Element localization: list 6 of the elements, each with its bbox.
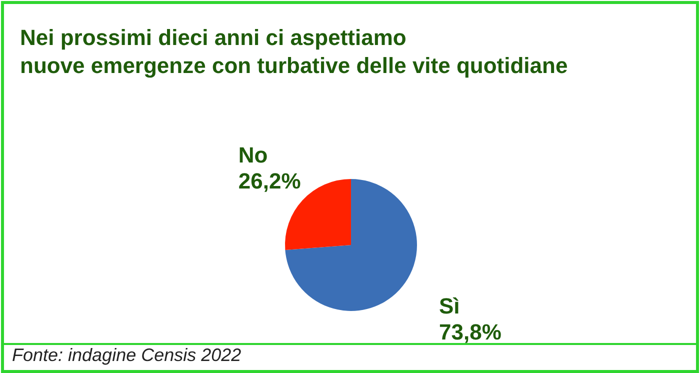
- data-label: 26,2%: [238, 168, 301, 194]
- slice-label: No: [238, 142, 268, 168]
- chart-title: Nei prossimi dieci anni ci aspettiamo nuove emergenze con turbative delle vite quotidiane: [20, 24, 568, 80]
- data-label: 73,8%: [439, 320, 502, 345]
- slice-label: Sì: [439, 294, 460, 319]
- source-note: Fonte: indagine Censis 2022: [12, 345, 242, 366]
